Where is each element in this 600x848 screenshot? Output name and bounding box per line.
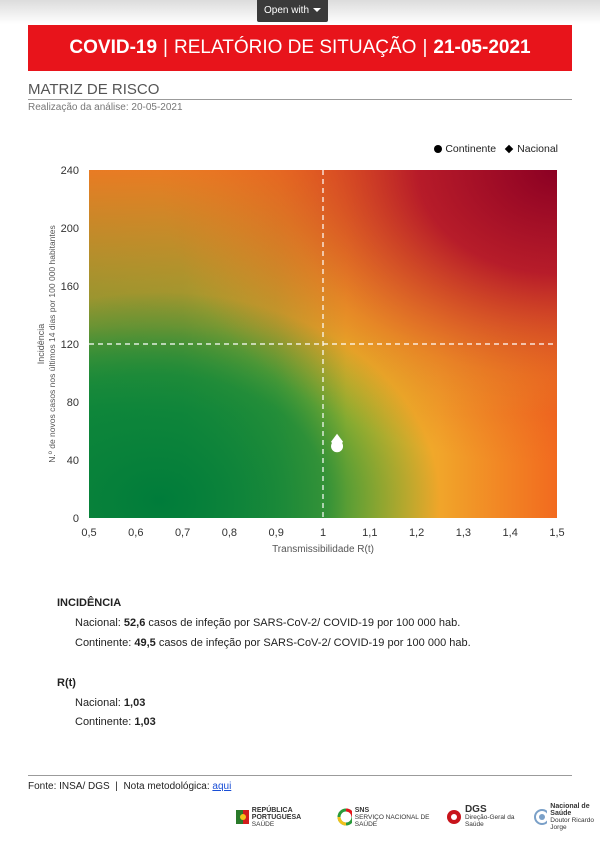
y-axis-ticks: 0 40 80 120 160 200 240 (61, 165, 79, 525)
insa-logo: Nacional de Saúde Doutor Ricardo Jorge (533, 803, 600, 831)
y-tick-label: 200 (61, 223, 79, 235)
stat-label: Continente: (75, 716, 132, 728)
incidencia-continente: Continente: 49,5 casos de infeção por SA… (75, 637, 471, 649)
x-tick-label: 1,1 (362, 527, 377, 539)
stat-value: 52,6 (123, 617, 146, 629)
incidencia-nacional: Nacional: 52,6 casos de infeção por SARS… (75, 617, 460, 629)
viewer-toolbar: Open with (0, 0, 600, 24)
logo-sub: SERVIÇO NACIONAL DE SAÚDE (354, 813, 430, 828)
republica-portuguesa-logo: REPÚBLICA PORTUGUESA SAÚDE (236, 807, 325, 828)
banner-date: 21-05-2021 (433, 37, 531, 58)
x-tick-label: 1,3 (456, 527, 471, 539)
x-tick-label: 0,9 (269, 527, 284, 539)
legend-item-continente: Continente (434, 143, 496, 155)
rt-heading-text: R(t) (57, 677, 76, 689)
logo-name: Nacional de Saúde (550, 803, 590, 817)
footer-divider (28, 775, 572, 776)
stat-label: Continente: (75, 637, 132, 649)
threshold-lines (89, 170, 557, 518)
methodology-link[interactable]: aqui (212, 781, 232, 792)
x-axis-label: Transmissibilidade R(t) (272, 544, 374, 555)
logo-sub: Direção-Geral da Saúde (464, 814, 515, 828)
rt-nacional: Nacional: 1,03 (75, 697, 145, 709)
rt-continente: Continente: 1,03 (75, 716, 156, 728)
incidencia-heading: INCIDÊNCIA (57, 597, 121, 609)
stat-text: casos de infeção por SARS-CoV-2/ COVID-1… (158, 637, 471, 649)
y-tick-label: 40 (67, 455, 79, 467)
banner-separator: | (163, 37, 168, 58)
stat-label: Nacional: (75, 697, 121, 709)
point-nacional (331, 433, 344, 450)
chart-legend: Continente Nacional (434, 143, 558, 155)
y-tick-label: 0 (73, 513, 79, 525)
dgs-logo: DGS Direção-Geral da Saúde (446, 804, 521, 828)
logo-sub: Doutor Ricardo Jorge (550, 817, 595, 831)
banner-separator: | (422, 37, 428, 58)
flag-shield-icon (236, 810, 249, 824)
x-tick-label: 1,5 (549, 527, 564, 539)
stat-value: 49,5 (134, 637, 156, 649)
x-tick-label: 1,2 (409, 527, 424, 539)
sns-logo: SNS SERVIÇO NACIONAL DE SAÚDE (337, 807, 434, 828)
analysis-date: Realização da análise: 20-05-2021 (28, 102, 183, 113)
y-tick-label: 120 (61, 339, 79, 351)
x-tick-label: 1,4 (503, 527, 518, 539)
footer-source: Fonte: INSA/ DGS | Nota metodológica: aq… (28, 781, 231, 792)
y-tick-label: 80 (67, 397, 79, 409)
chevron-down-icon (313, 8, 322, 13)
rt-heading: R(t) (57, 677, 76, 689)
section-title: MATRIZ DE RISCO (28, 81, 160, 98)
x-tick-label: 0,8 (222, 527, 237, 539)
dgs-emblem-icon (446, 810, 461, 824)
legend-item-nacional: Nacional (504, 143, 558, 155)
banner-title: RELATÓRIO DE SITUAÇÃO (173, 37, 417, 58)
stat-value: 1,03 (123, 697, 146, 709)
circle-marker-icon (434, 145, 443, 153)
logo-name: DGS (464, 804, 487, 815)
section-divider (28, 99, 572, 100)
y-tick-label: 240 (61, 165, 79, 177)
x-tick-label: 0,6 (128, 527, 143, 539)
sns-ring-icon (337, 808, 352, 826)
data-points (331, 433, 344, 453)
stat-label: Nacional: (75, 617, 121, 629)
logo-name: SNS (354, 806, 370, 814)
x-tick-label: 1 (320, 527, 326, 539)
y-axis-label: Incidência (36, 324, 46, 365)
x-tick-label: 0,7 (175, 527, 190, 539)
source-text: Fonte: INSA/ DGS (28, 781, 110, 792)
insa-emblem-icon (533, 809, 548, 825)
stat-text: casos de infeção por SARS-CoV-2/ COVID-1… (148, 617, 461, 629)
risk-matrix-chart: 0,5 0,6 0,7 0,8 0,9 1 1,1 1,2 1,3 1,4 1,5 0 40 80 120… (36, 165, 565, 555)
report-banner: COVID-19 | RELATÓRIO DE SITUAÇÃO | 21-05… (28, 25, 572, 71)
x-tick-label: 0,5 (81, 527, 96, 539)
x-axis-ticks: 0,5 0,6 0,7 0,8 0,9 1 1,1 1,2 1,3 1,4 1,5 (81, 527, 564, 539)
footer-separator: | (115, 781, 118, 792)
note-label: Nota metodológica: (123, 781, 210, 792)
open-with-button[interactable]: Open with (257, 0, 328, 22)
y-axis-sublabel: N.º de novos casos nos últimos 14 dias p… (47, 225, 57, 462)
open-with-label: Open with (263, 5, 310, 16)
logo-name: REPÚBLICA PORTUGUESA (251, 806, 302, 821)
logo-sub: SAÚDE (251, 820, 275, 828)
legend-label: Continente (445, 143, 497, 155)
legend-label: Nacional (517, 143, 558, 155)
partner-logos: REPÚBLICA PORTUGUESA SAÚDE SNS SERVIÇO NAC… (236, 803, 600, 831)
y-tick-label: 160 (61, 281, 79, 293)
incidencia-heading-text: INCIDÊNCIA (57, 597, 122, 609)
banner-topic: COVID-19 (69, 37, 158, 58)
stat-value: 1,03 (134, 716, 156, 728)
